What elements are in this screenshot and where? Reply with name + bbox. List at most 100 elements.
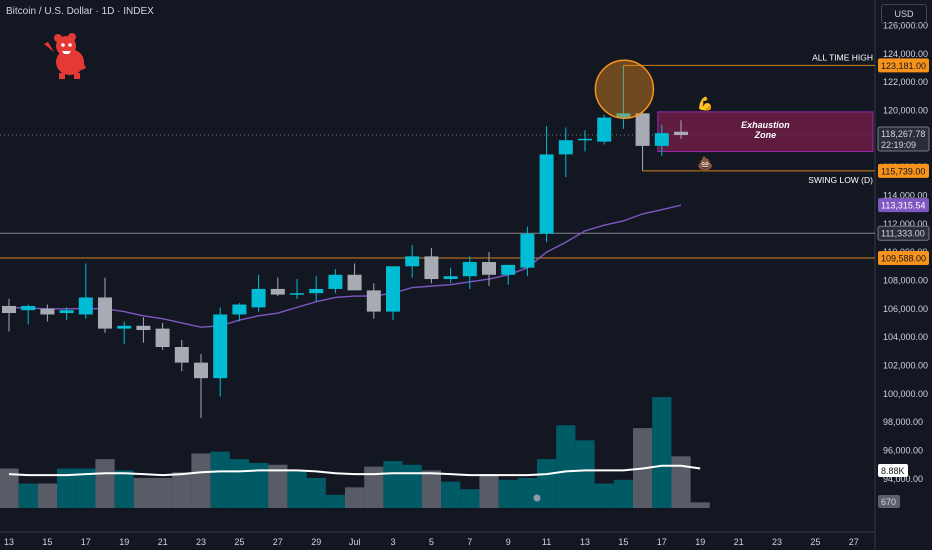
- x-tick-label: 25: [810, 537, 820, 547]
- volume-last-tag: [878, 495, 900, 508]
- x-tick-label: 23: [196, 537, 206, 547]
- poop-emoji: 💩: [697, 156, 713, 171]
- y-tick-label: 100,000.00: [883, 389, 928, 399]
- volume-bar: [76, 468, 96, 508]
- x-tick-label: 17: [81, 537, 91, 547]
- bear-leg: [74, 73, 80, 79]
- volume-bar: [18, 483, 38, 508]
- candle-body: [366, 290, 381, 312]
- volume-bar: [421, 470, 441, 508]
- candle-body: [98, 297, 112, 329]
- muscle-emoji: 💪: [697, 96, 713, 111]
- bear-ear: [68, 33, 76, 41]
- volume-bar: [133, 477, 153, 508]
- volume-bar: [690, 502, 710, 508]
- level-109588-price-label: 109,588.00: [881, 253, 926, 263]
- candle-body: [405, 256, 420, 267]
- candle-body: [654, 133, 669, 146]
- symbol-title[interactable]: Bitcoin / U.S. Dollar · 1D · INDEX: [6, 6, 154, 17]
- volume-bar: [364, 466, 384, 508]
- volume-bar: [671, 456, 691, 508]
- x-tick-label: 27: [849, 537, 859, 547]
- bear-arm: [44, 42, 54, 52]
- moving-average-line: [8, 204, 682, 328]
- candle-body: [328, 274, 343, 289]
- x-tick-label: 29: [311, 537, 321, 547]
- candle-body: [194, 362, 208, 379]
- y-tick-label: 104,000.00: [883, 332, 928, 342]
- all-time-high-note: ALL TIME HIGH: [812, 52, 873, 62]
- candle-body: [443, 276, 458, 280]
- bear-eye: [68, 43, 72, 47]
- volume-ma-label: 8.88K: [881, 466, 905, 476]
- volume-bar: [306, 477, 326, 508]
- candle-body: [59, 310, 74, 314]
- x-tick-label: 15: [618, 537, 628, 547]
- candle-body: [136, 325, 151, 331]
- volume-marker: [533, 494, 541, 502]
- candle-body: [462, 262, 477, 277]
- volume-bar: [652, 397, 672, 508]
- y-tick-label: 106,000.00: [883, 304, 928, 314]
- bear-leg: [59, 73, 65, 79]
- swing-low-price-tag: [878, 163, 929, 178]
- bear-mascot-icon: [44, 33, 86, 79]
- candle-body: [155, 328, 170, 348]
- candle-body: [578, 138, 592, 141]
- volume-bar: [287, 470, 307, 508]
- volume-bar: [383, 461, 403, 508]
- candle-body: [21, 305, 36, 311]
- x-tick-label: 19: [695, 537, 705, 547]
- volume-bar: [153, 477, 173, 508]
- ma-price-label: 113,315.54: [881, 201, 925, 211]
- y-tick-label: 124,000.00: [883, 49, 928, 59]
- y-tick-label: 96,000.00: [883, 445, 923, 455]
- all-time-high-price-label: 123,181.00: [881, 61, 926, 71]
- volume-bar: [594, 483, 614, 508]
- x-tick-label: 7: [467, 537, 472, 547]
- candle-body: [2, 305, 16, 314]
- bear-arm: [80, 56, 86, 70]
- last-price-tag: [877, 126, 930, 152]
- exhaustion-zone: [657, 111, 874, 153]
- volume-bar: [498, 479, 518, 508]
- countdown-label: 22:19:09: [881, 140, 916, 150]
- candle-body: [270, 288, 285, 295]
- x-tick-label: 13: [4, 537, 14, 547]
- y-tick-label: 126,000.00: [883, 20, 928, 30]
- volume-bar: [249, 462, 269, 508]
- candle-body: [347, 274, 362, 291]
- swing-low-note: SWING LOW (D): [808, 175, 873, 185]
- bear-eye: [61, 43, 65, 47]
- volume-bar: [556, 425, 576, 508]
- y-tick-label: 120,000.00: [883, 105, 928, 115]
- volume-bar: [268, 464, 288, 508]
- ma-price-tag: [878, 198, 929, 213]
- volume-ma-tag: [878, 464, 908, 477]
- x-tick-label: 23: [772, 537, 782, 547]
- currency-button[interactable]: USD: [881, 4, 927, 24]
- volume-bar: [345, 487, 365, 508]
- y-tick-label: 114,000.00: [883, 190, 927, 200]
- x-tick-label: 19: [119, 537, 129, 547]
- volume-bar: [613, 479, 633, 508]
- exhaustion-zone-label: Exhaustion Zone: [741, 120, 790, 140]
- candle-body: [674, 131, 688, 136]
- ath-highlight-circle: [594, 59, 655, 119]
- candle-body: [232, 304, 247, 315]
- volume-last-label: 670: [881, 497, 896, 507]
- bear-mouth: [62, 51, 71, 54]
- x-tick-label: 21: [158, 537, 168, 547]
- y-tick-label: 112,000.00: [883, 219, 927, 229]
- volume-bar: [479, 474, 499, 508]
- y-tick-label: 122,000.00: [883, 77, 928, 87]
- candle-body: [213, 314, 228, 379]
- candle-body: [616, 113, 631, 118]
- candle-body: [501, 264, 516, 275]
- x-tick-label: 15: [42, 537, 52, 547]
- x-tick-label: 3: [390, 537, 395, 547]
- candle-body: [539, 154, 554, 234]
- candle-body: [597, 117, 612, 142]
- volume-bar: [0, 468, 19, 508]
